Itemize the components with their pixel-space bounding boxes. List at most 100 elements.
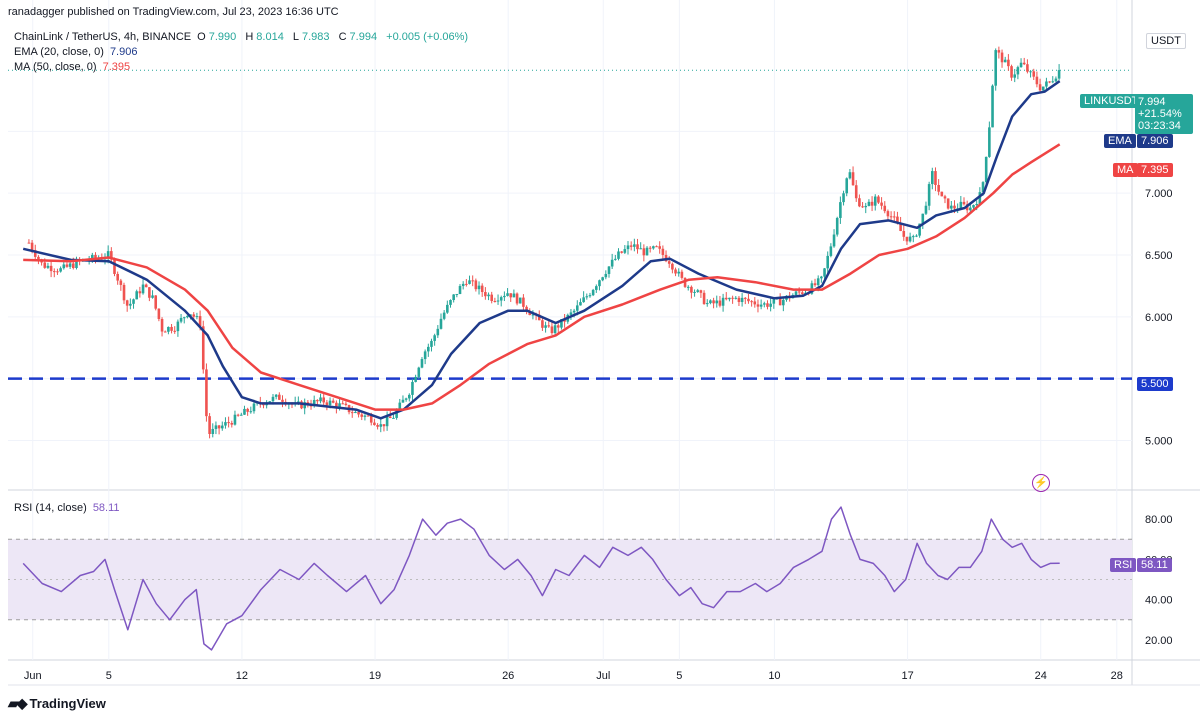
indicator-lines [22, 80, 1061, 420]
candle-body [680, 271, 684, 278]
candle-body [91, 254, 94, 261]
candle-body [978, 192, 982, 204]
price-tick-label: 6.000 [1145, 312, 1173, 324]
candle-body [436, 328, 440, 336]
candle-body [518, 297, 522, 304]
candle-body [198, 316, 202, 327]
tradingview-logo[interactable]: ▰◆ TradingView [8, 695, 106, 712]
candle-body [71, 263, 75, 268]
candle-body [629, 245, 633, 247]
ma-legend[interactable]: MA (50, close, 0) 7.395 [14, 61, 133, 73]
candle-body [940, 191, 944, 197]
rsi-legend[interactable]: RSI (14, close) 58.11 [14, 502, 123, 514]
candle-body [946, 198, 950, 209]
candle-body [110, 251, 113, 260]
close-value: 7.994 [349, 31, 378, 43]
candle-body [547, 325, 551, 327]
candle-body [569, 312, 573, 315]
candle-body [252, 403, 256, 412]
ema-legend[interactable]: EMA (20, close, 0) 7.906 [14, 46, 140, 58]
time-tick-label: 5 [106, 670, 112, 682]
candle-body [452, 294, 455, 301]
candle-body [1045, 81, 1048, 87]
candle-body [626, 245, 630, 250]
candle-body [1013, 74, 1017, 78]
candle-body [579, 302, 582, 306]
candle-body [411, 381, 414, 395]
candle-body [690, 286, 693, 293]
candle-body [537, 314, 541, 321]
candle-body [522, 297, 525, 307]
candle-body [220, 425, 224, 429]
candle-body [414, 376, 417, 382]
candle-body [544, 325, 547, 328]
candle-body [417, 367, 421, 377]
candle-body [205, 369, 208, 417]
candle-body [899, 223, 902, 232]
time-tick-label: 5 [676, 670, 682, 682]
tradingview-logo-text: TradingView [29, 696, 106, 711]
symbol-title[interactable]: ChainLink / TetherUS, 4h, BINANCE [14, 31, 192, 43]
candle-body [1010, 66, 1013, 78]
candle-body [224, 422, 227, 426]
currency-label[interactable]: USDT [1146, 33, 1186, 49]
candle-body [395, 410, 398, 418]
candle-body [249, 411, 253, 413]
candle-body [924, 205, 928, 214]
bar-countdown: 03:23:34 [1138, 120, 1181, 132]
candle-body [709, 300, 712, 304]
time-tick-label: 10 [768, 670, 780, 682]
candle-body [474, 280, 478, 290]
candle-body [911, 236, 915, 238]
candle-body [931, 171, 934, 185]
candle-body [981, 182, 985, 193]
candle-body [246, 408, 249, 412]
candle-body [797, 291, 801, 293]
candle-body [639, 248, 642, 250]
candle-body [1003, 59, 1007, 63]
ma-value: 7.395 [102, 61, 131, 73]
rsi-tag: RSI [1110, 558, 1137, 572]
candle-body [449, 300, 452, 305]
candle-body [731, 297, 734, 299]
candle-body [892, 216, 896, 218]
candle-body [230, 422, 234, 425]
candle-body [705, 303, 709, 305]
candle-body [743, 297, 747, 299]
tradingview-logo-icon: ▰◆ [8, 695, 27, 711]
candle-body [1057, 70, 1061, 79]
change-percent: +21.54% [1138, 108, 1182, 120]
candle-body [490, 294, 494, 302]
candle-body [1032, 71, 1036, 77]
candle-body [141, 284, 145, 294]
candle-body [442, 312, 446, 319]
candle-body [880, 202, 883, 206]
candle-body [376, 425, 379, 427]
candle-body [715, 300, 719, 304]
candle-body [661, 248, 665, 255]
candle-body [607, 266, 611, 274]
candle-body [233, 414, 237, 425]
lightning-icon[interactable]: ⚡ [1032, 474, 1050, 492]
candle-body [724, 297, 728, 300]
candle-body [404, 398, 408, 400]
candle-body [902, 231, 906, 237]
candle-body [652, 246, 655, 249]
candle-body [585, 296, 589, 298]
axes: Jun5121926Jul5101724287.5007.0006.5006.0… [24, 126, 1173, 682]
candle-body [813, 283, 817, 286]
candle-body [848, 172, 852, 179]
candle-body [674, 269, 677, 274]
candle-body [886, 211, 890, 217]
candle-body [763, 303, 766, 305]
rsi-tick-label: 80.00 [1145, 514, 1173, 526]
candle-body [1007, 59, 1010, 67]
candle-body [338, 403, 341, 408]
candle-body [433, 335, 436, 341]
candle-body [446, 304, 449, 313]
candle-body [113, 259, 116, 274]
candle-body [867, 201, 871, 206]
rsi-value-tag: 58.11 [1137, 558, 1172, 572]
candle-body [991, 85, 994, 128]
price-tick-label: 7.000 [1145, 188, 1173, 200]
